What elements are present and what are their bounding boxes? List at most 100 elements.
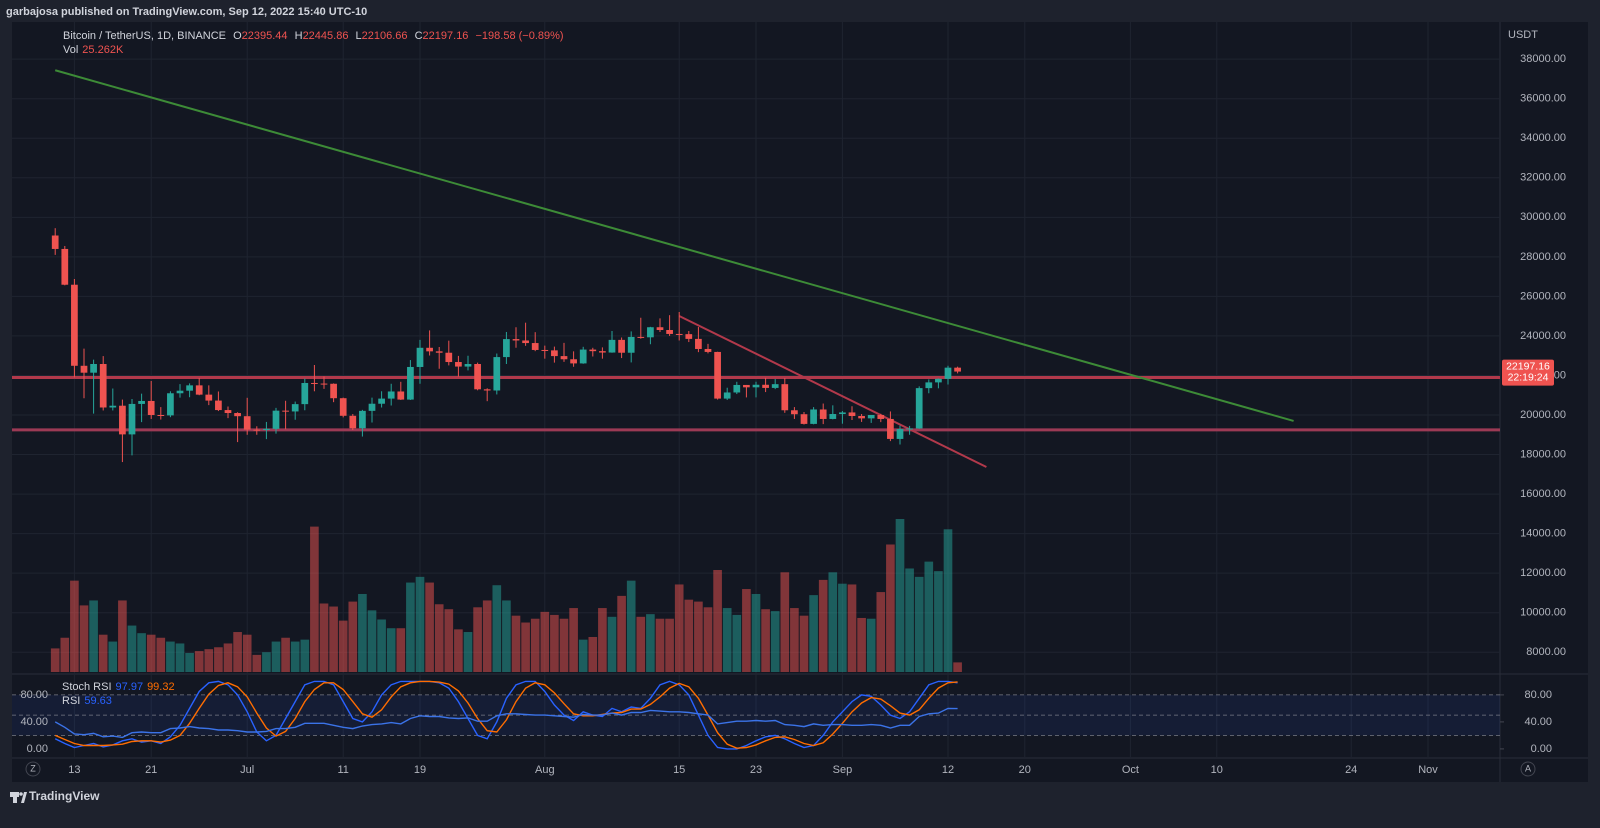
candle-body (695, 338, 702, 349)
candle-body (455, 362, 462, 367)
y-tick-label: 10000.00 (1520, 607, 1566, 619)
volume-bar (751, 593, 761, 672)
volume-bar (329, 606, 338, 672)
volume-bar (156, 637, 166, 672)
candle-body (416, 347, 424, 367)
volume-bar (838, 583, 847, 672)
candle-body (877, 415, 885, 419)
y-tick-label: 8000.00 (1526, 646, 1566, 658)
candle-body (656, 327, 664, 330)
volume-bar (492, 585, 502, 672)
volume-bar (530, 618, 540, 672)
candle-body (80, 365, 88, 373)
volume-bar (252, 654, 262, 672)
candle-body (320, 383, 328, 385)
volume-bar (828, 572, 838, 672)
candle-body (925, 382, 933, 389)
candle-body (215, 400, 222, 411)
candle-body (906, 428, 913, 430)
volume-bar (934, 571, 943, 672)
volume-bar (502, 600, 511, 672)
y-tick-label: 30000.00 (1520, 211, 1566, 223)
x-tick-label: 11 (337, 764, 348, 776)
candle-body (51, 235, 59, 249)
volume-bar (511, 615, 521, 672)
candle-body (167, 393, 174, 416)
candle-body (291, 404, 299, 412)
last-price-box (1502, 359, 1554, 386)
candle-body (666, 329, 673, 334)
x-tick-label: Aug (535, 764, 555, 776)
candle-body (330, 383, 337, 399)
volume-bar (358, 593, 367, 672)
volume-bar (434, 604, 444, 672)
logo-part (13, 792, 17, 803)
volume-bar (60, 637, 70, 672)
y-tick-label: 20000.00 (1520, 409, 1566, 421)
candle-body (263, 428, 270, 431)
candle-body (186, 385, 193, 391)
button-z[interactable] (25, 761, 41, 777)
volume-bar (146, 634, 156, 672)
y-tick-label: 28000.00 (1520, 251, 1566, 263)
volume-bar (722, 608, 732, 672)
volume-bar (847, 584, 857, 672)
indicator-line (54, 707, 958, 739)
volume-bar (665, 618, 674, 672)
candle-body (570, 359, 577, 364)
button-a-label[interactable]: A (1525, 763, 1531, 773)
volume-bar (242, 634, 252, 672)
volume-bar (790, 608, 799, 672)
candle-body (647, 327, 654, 338)
x-tick-label: Jul (240, 764, 254, 776)
candle-body (579, 349, 587, 364)
volume-bar (703, 607, 713, 672)
logo-part (21, 792, 27, 803)
candle-body (762, 384, 769, 388)
candle-body (589, 349, 597, 352)
volume-bar (386, 628, 396, 672)
volume-bar (137, 633, 146, 672)
candle-body (128, 403, 136, 435)
volume-bar (818, 579, 828, 672)
volume-bar (166, 641, 175, 672)
volume-bar (108, 641, 118, 672)
candle-body (867, 415, 875, 419)
rsi-value: 59.63 (84, 695, 112, 707)
x-tick-label: 23 (750, 764, 762, 776)
volume-bar (732, 614, 742, 672)
candle-body (407, 366, 414, 400)
candle-body (723, 392, 731, 399)
volume-bar (761, 609, 770, 672)
y-tick-label: 24000.00 (1520, 330, 1566, 342)
y-tick-label: 32000.00 (1520, 172, 1566, 184)
trend-line (54, 69, 1294, 422)
candle-body (599, 351, 606, 353)
volume-bar (175, 643, 185, 672)
volume-bar (569, 608, 578, 672)
logo-part (19, 792, 23, 796)
candle-body (387, 391, 395, 399)
volume-bar (338, 620, 348, 672)
candle-body (800, 414, 808, 424)
candle-body (531, 343, 539, 350)
legend-main: Bitcoin / TetherUS, 1D, BINANCE O22395.4… (63, 30, 568, 42)
volume-bar (588, 636, 598, 672)
candle-body (560, 356, 568, 360)
y-tick-label: 26000.00 (1520, 290, 1566, 302)
button-z-label[interactable]: Z (30, 763, 36, 773)
y2-tick-label-left: 0.00 (27, 743, 48, 755)
volume-bar (799, 615, 809, 672)
button-a[interactable] (1520, 761, 1536, 777)
candle-body (445, 352, 453, 363)
x-tick-label: 12 (942, 764, 954, 776)
legend-stoch: Stoch RSI 97.97 99.32 (62, 681, 179, 693)
volume-bar (646, 614, 655, 672)
volume-bar (415, 576, 425, 672)
y-tick-label: 34000.00 (1520, 132, 1566, 144)
volume-bar (70, 580, 79, 672)
candle-body (714, 351, 721, 399)
y2-tick-label: 80.00 (1524, 689, 1552, 701)
volume-bar (770, 611, 780, 672)
volume-bar (185, 652, 194, 672)
